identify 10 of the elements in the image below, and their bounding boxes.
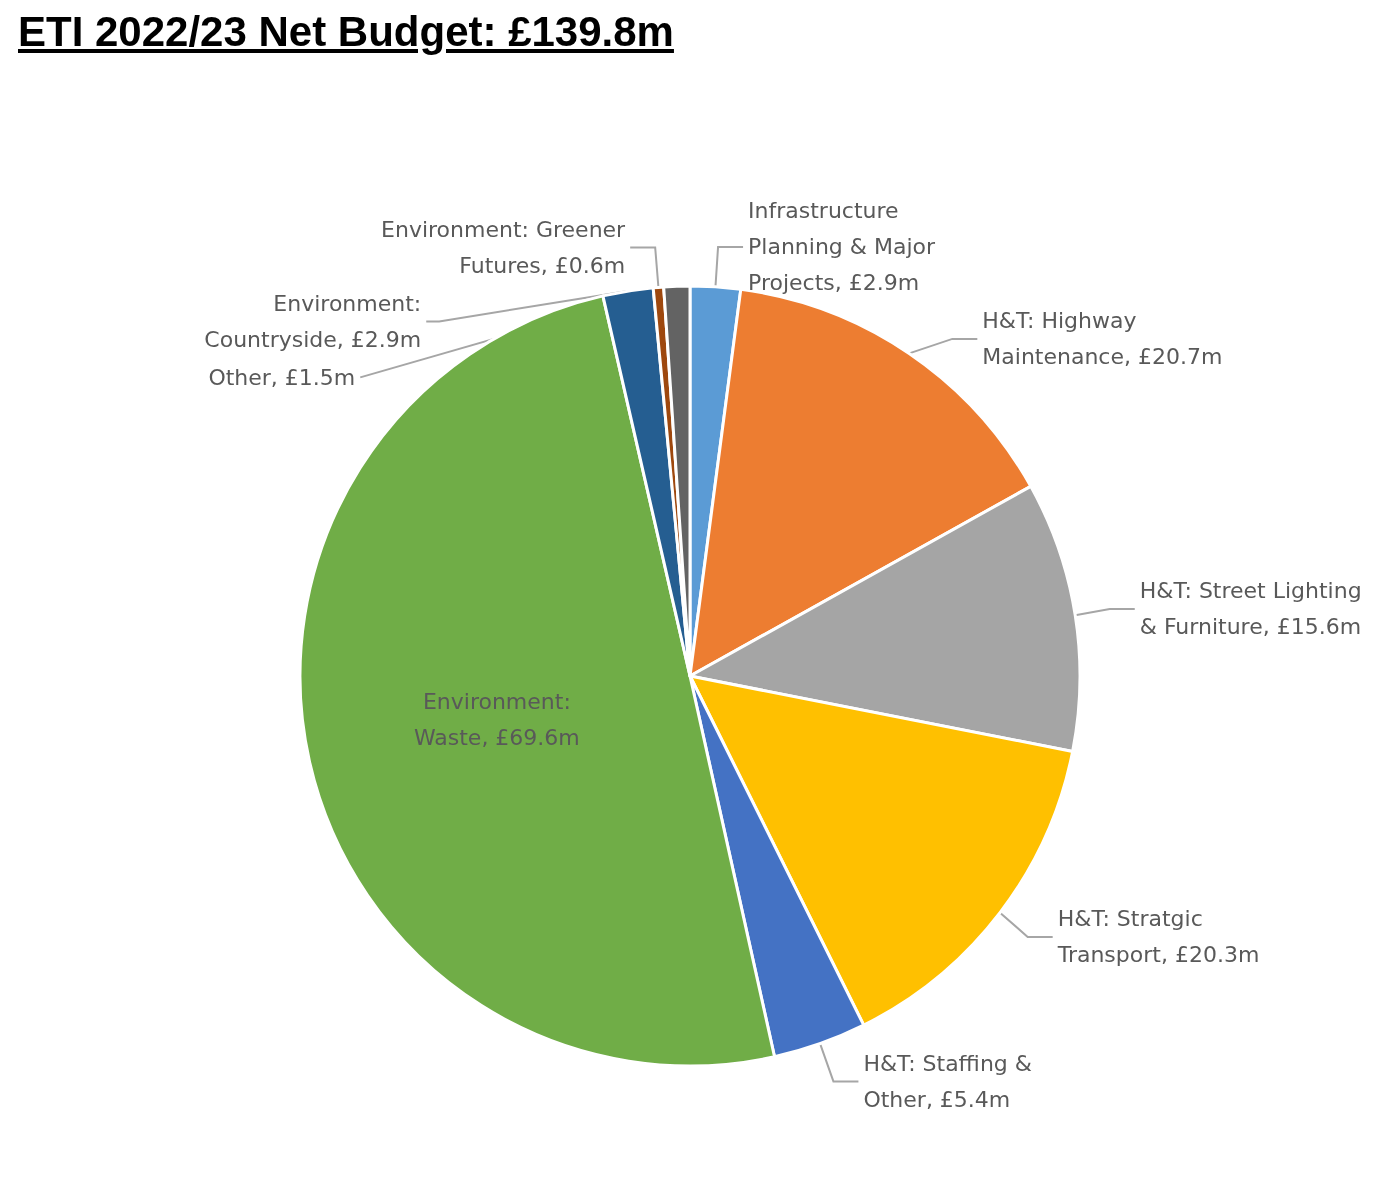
slice-label: H&T: Stratgic Transport, £20.3m: [1056, 906, 1260, 968]
slice-label: H&T: Street Lighting & Furniture, £15.6m: [1139, 578, 1362, 640]
slice-label: Environment: Countryside, £2.9m: [204, 290, 422, 352]
slice-label: Environment: Waste, £69.6m: [413, 689, 580, 751]
slice-label: Infrastructure Planning & Major Projects, £2.9m: [748, 198, 937, 296]
slice-label: H&T: Highway Maintenance, £20.7m: [982, 308, 1223, 370]
slice-label: H&T: Staffing & Other, £5.4m: [863, 1050, 1032, 1112]
chart-title: ETI 2022/23 Net Budget: £139.8m: [17, 8, 675, 56]
slice-label: Other, £1.5m: [208, 364, 356, 390]
slice-label: Environment: Greener Futures, £0.6m: [381, 216, 627, 278]
